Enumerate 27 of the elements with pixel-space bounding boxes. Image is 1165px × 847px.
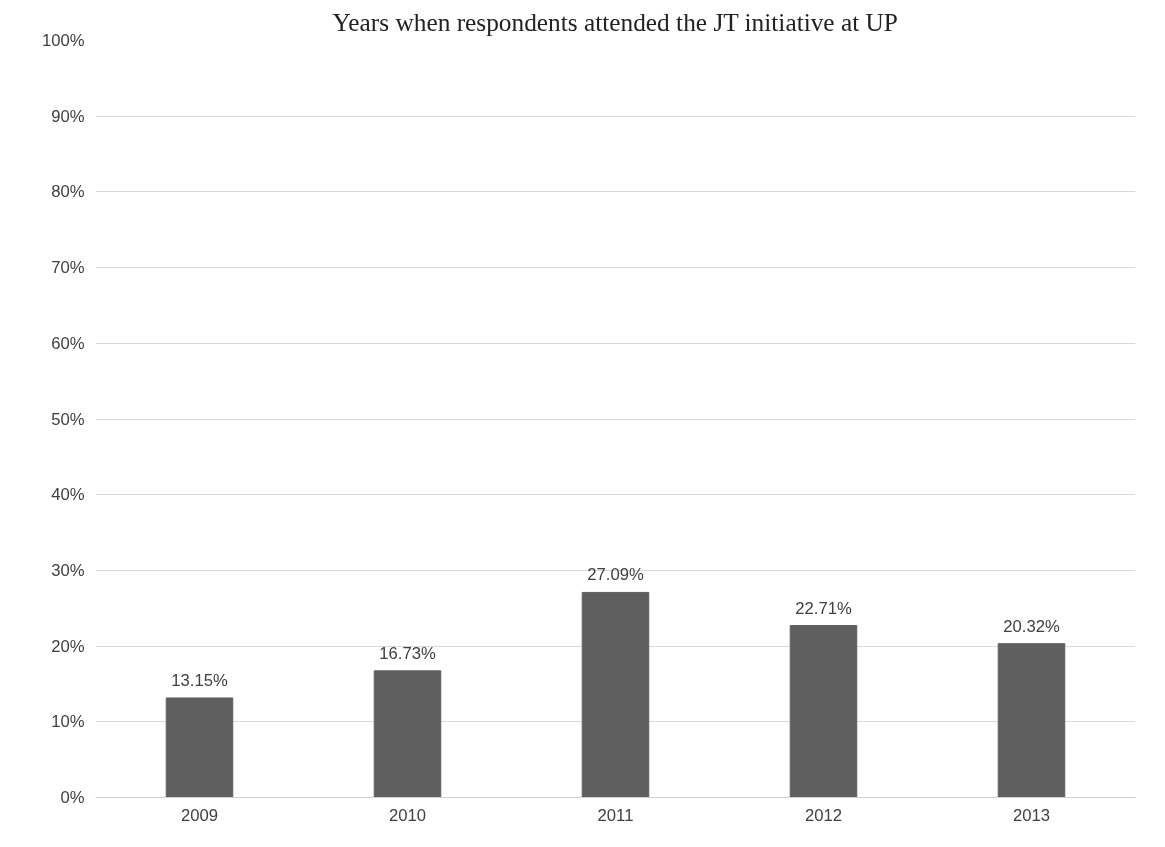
data-label: 16.73% [379, 643, 436, 663]
chart-title: Years when respondents attended the JT initiative at UP [332, 7, 898, 36]
y-tick-label: 60% [51, 333, 85, 353]
y-tick-label: 100% [41, 31, 85, 50]
y-tick-label: 30% [51, 560, 85, 580]
bar [997, 643, 1066, 798]
x-tick-label: 2011 [597, 805, 634, 825]
y-tick-label: 90% [51, 106, 85, 126]
bar [165, 697, 234, 798]
x-tick-label: 2012 [804, 805, 843, 825]
bar [373, 670, 442, 798]
data-label: 22.71% [795, 598, 852, 618]
y-tick-label: 10% [51, 712, 85, 732]
data-label: 13.15% [171, 670, 228, 690]
x-tick-label: 2013 [1012, 805, 1051, 825]
bar [789, 625, 858, 798]
y-tick-label: 20% [51, 636, 85, 656]
data-label: 20.32% [1003, 616, 1060, 636]
y-tick-label: 70% [51, 258, 85, 278]
y-tick-label: 0% [60, 788, 85, 807]
x-tick-label: 2010 [388, 805, 427, 825]
bar [581, 591, 650, 798]
y-tick-label: 50% [51, 409, 85, 429]
x-tick-label: 2009 [180, 805, 219, 825]
y-tick-label: 80% [51, 182, 85, 202]
y-tick-label: 40% [51, 485, 85, 505]
data-label: 27.09% [587, 565, 644, 585]
